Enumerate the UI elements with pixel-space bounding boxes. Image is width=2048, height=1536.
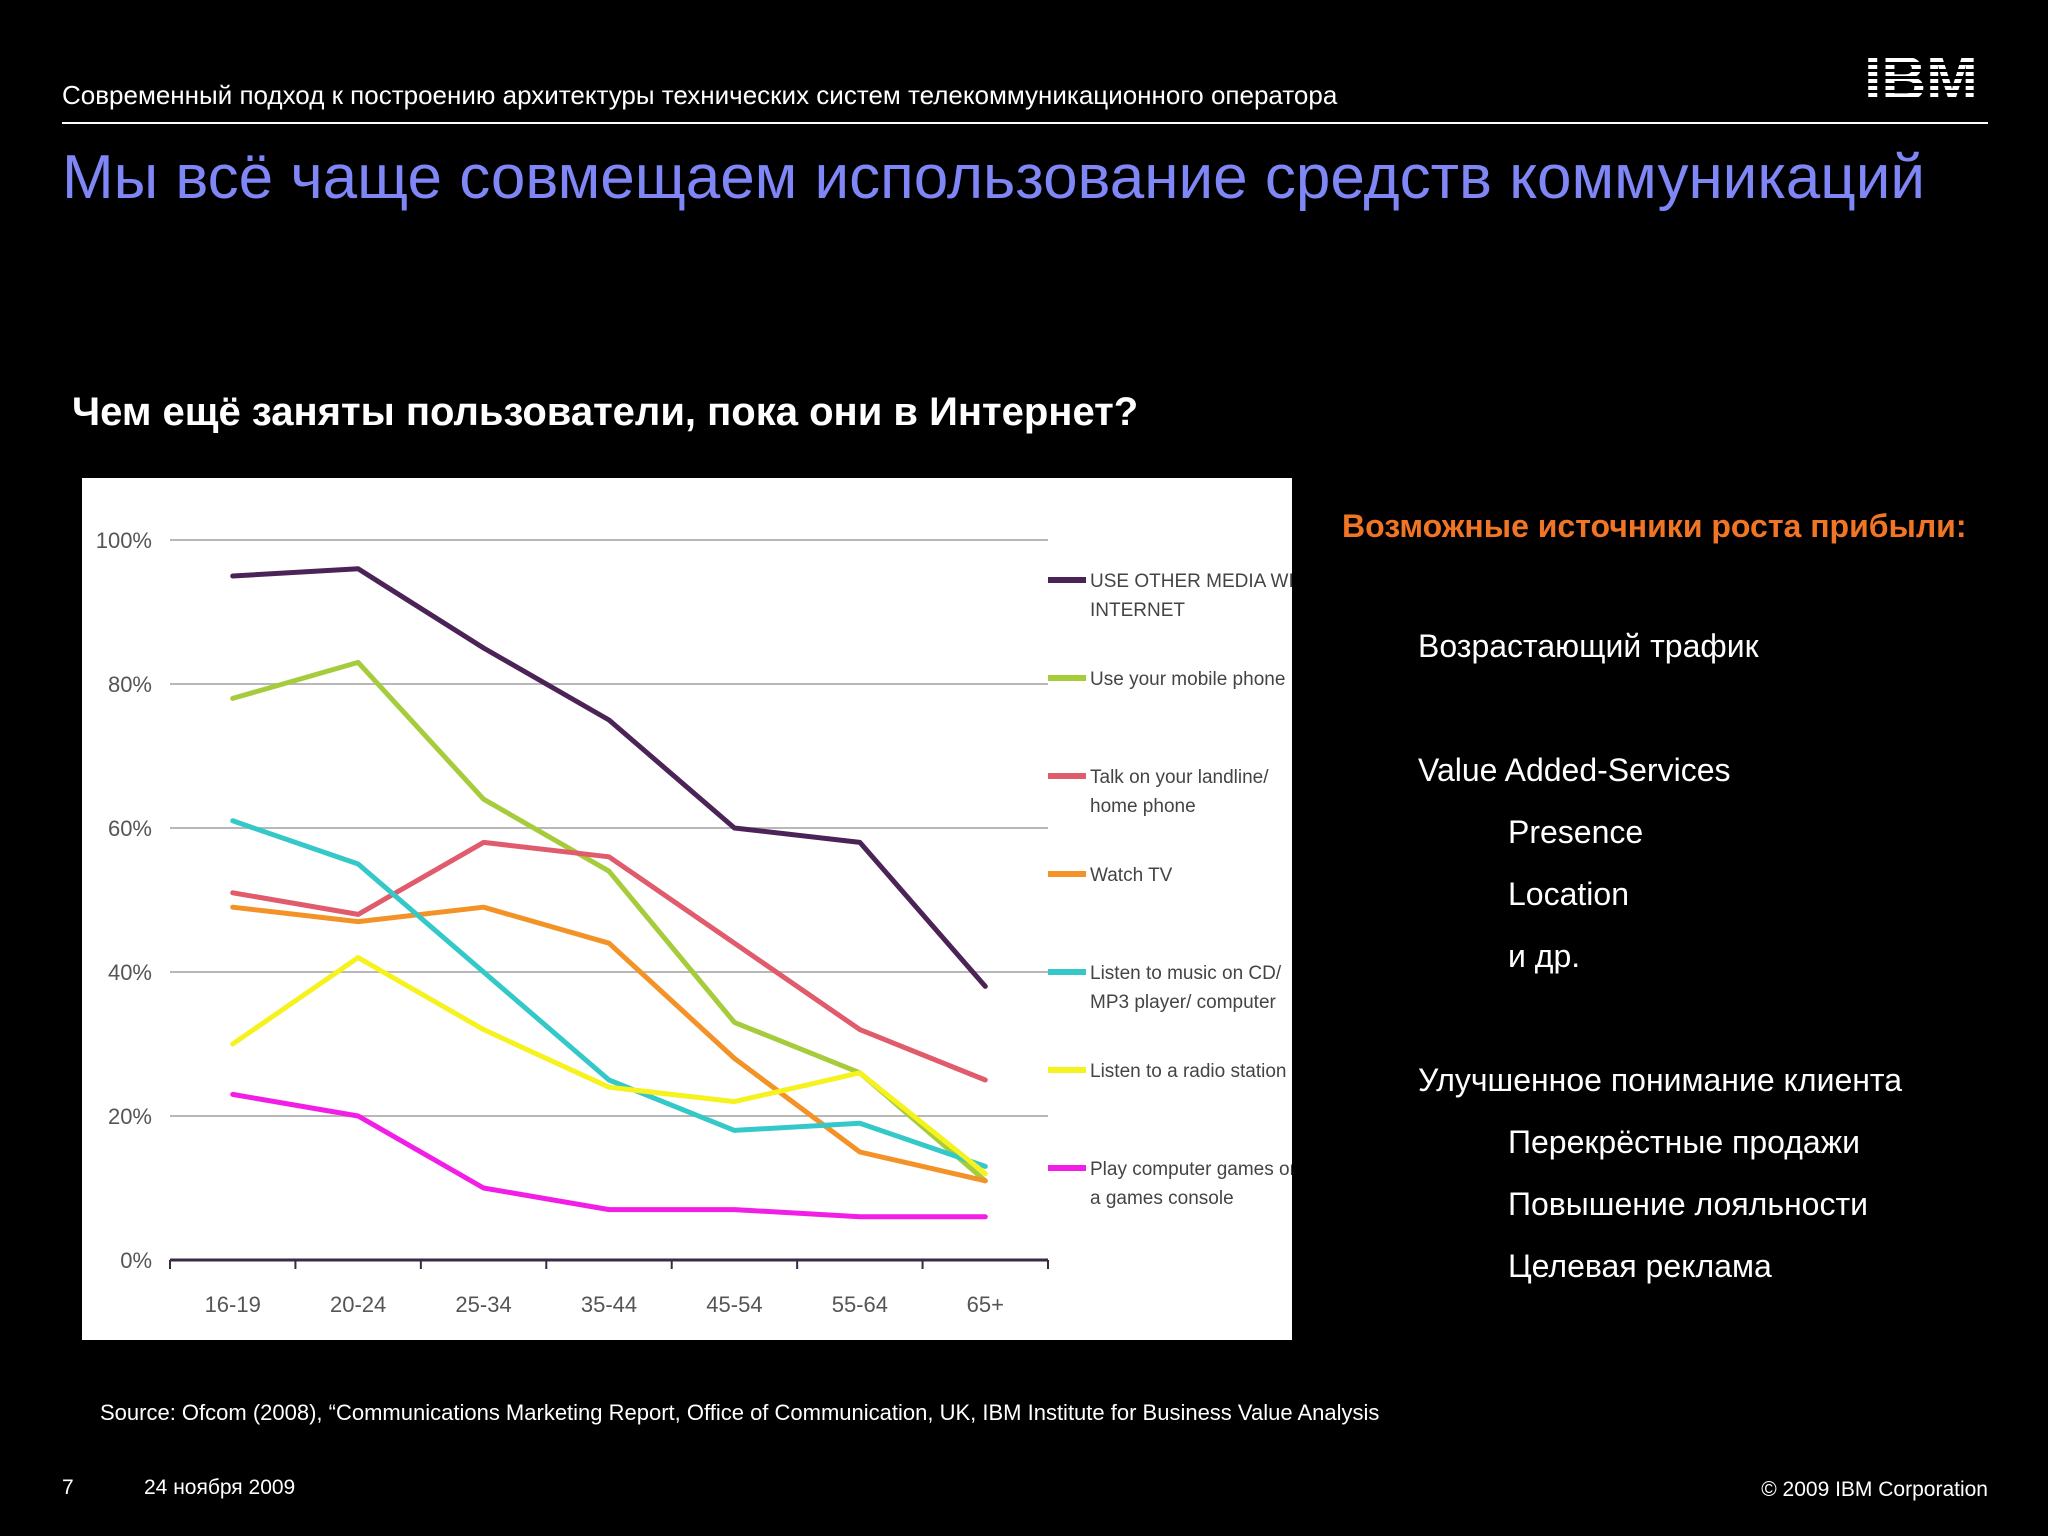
legend-label: INTERNET [1090, 600, 1185, 621]
footer-copyright: © 2009 IBM Corporation [1761, 1478, 1988, 1501]
page-number: 7 [62, 1476, 74, 1499]
x-tick-label: 16-19 [205, 1292, 261, 1317]
legend-label: Listen to a radio station [1090, 1061, 1286, 1082]
x-tick-label: 55-64 [832, 1292, 888, 1317]
y-tick-label: 40% [108, 960, 152, 985]
panel-item-presence: Presence [1508, 814, 1644, 850]
legend-label: Use your mobile phone [1090, 669, 1285, 690]
legend-label: Listen to music on CD/ [1090, 963, 1282, 984]
x-tick-label: 65+ [967, 1292, 1004, 1317]
panel-item-cross-sales: Перекрёстные продажи [1508, 1124, 1860, 1160]
chart-panel: 0% 20% 40% 60% 80% 100% 16-19 20-24 25-34 35-44 45… [82, 478, 1292, 1340]
panel-item-traffic: Возрастающий трафик [1418, 628, 1759, 664]
x-tick-label: 25-34 [455, 1292, 511, 1317]
panel-item-location: Location [1508, 876, 1629, 912]
panel-item-vas: Value Added-Services [1418, 752, 1731, 788]
line-chart: 0% 20% 40% 60% 80% 100% 16-19 20-24 25-34 35-44 45… [96, 528, 1292, 1317]
chart-subtitle: Чем ещё заняты пользователи, пока они в … [72, 390, 1139, 434]
source-note: Source: Ofcom (2008), “Communications Ma… [100, 1400, 1380, 1425]
legend-label: Play computer games on [1090, 1159, 1292, 1180]
y-tick-label: 100% [96, 528, 152, 553]
series-line-6 [230, 955, 988, 1177]
legend-label: USE OTHER MEDIA WITH [1090, 571, 1292, 592]
series-line-1 [230, 566, 988, 989]
y-tick-label: 20% [108, 1104, 152, 1129]
legend-label: Watch TV [1090, 865, 1173, 886]
y-tick-label: 60% [108, 816, 152, 841]
panel-item-customer-understanding: Улучшенное понимание клиента [1418, 1062, 1902, 1098]
series-line-3 [230, 839, 988, 1083]
x-tick-label: 35-44 [581, 1292, 637, 1317]
ibm-logo: IBM [1864, 50, 1978, 106]
series-line-4 [230, 904, 988, 1184]
legend-label: Talk on your landline/ [1090, 767, 1269, 788]
y-tick-label: 0% [120, 1248, 152, 1273]
footer-date: 24 ноября 2009 [144, 1476, 296, 1499]
panel-item-etc: и др. [1508, 938, 1581, 974]
x-tick-label: 45-54 [706, 1292, 762, 1317]
header-divider [62, 122, 1988, 124]
panel-item-targeted-ads: Целевая реклама [1508, 1248, 1772, 1284]
series-line-7 [230, 1091, 988, 1220]
series-line-5 [230, 818, 988, 1169]
panel-item-loyalty: Повышение лояльности [1508, 1186, 1868, 1222]
x-tick-label: 20-24 [330, 1292, 386, 1317]
legend-label: home phone [1090, 796, 1196, 817]
legend-label: a games console [1090, 1188, 1234, 1209]
legend-label: MP3 player/ computer [1090, 992, 1277, 1013]
header-breadcrumb: Современный подход к построению архитект… [62, 80, 1338, 110]
page-title: Мы всё чаще совмещаем использование сред… [62, 143, 1926, 212]
panel-heading: Возможные источники роста прибыли: [1342, 508, 1967, 544]
y-tick-label: 80% [108, 672, 152, 697]
ibm-logo-text: IBM [1864, 50, 1978, 106]
